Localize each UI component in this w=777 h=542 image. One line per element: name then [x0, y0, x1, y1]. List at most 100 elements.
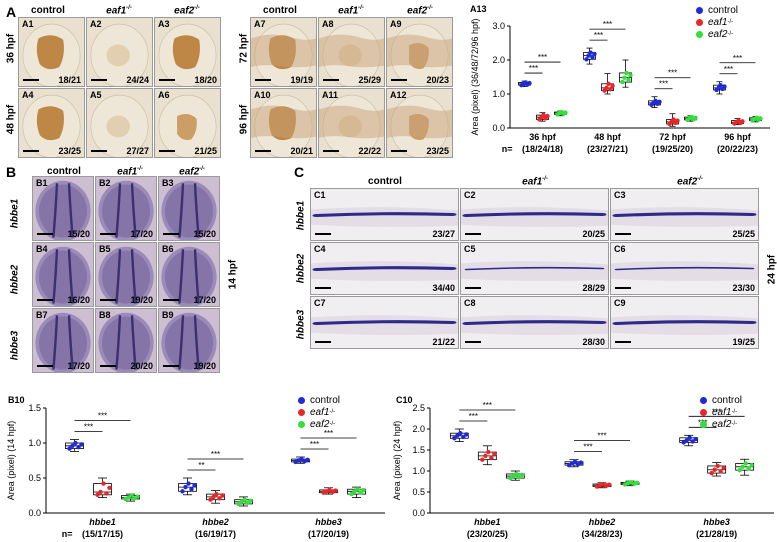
category-label: hbbe1	[89, 517, 116, 527]
tile-count-label: 25/25	[732, 229, 755, 239]
micrograph-tile: B2 17/20	[95, 176, 157, 241]
data-point-control	[180, 489, 185, 494]
legend-item-eaf1: eaf1 -/-	[298, 406, 340, 418]
scale-bar	[255, 79, 271, 81]
legend-item-control: control	[696, 4, 738, 16]
y-tick-label: 0.5	[28, 473, 41, 483]
significance-label: ***	[724, 65, 733, 74]
data-point-eaf1	[217, 496, 222, 501]
legend-item-eaf2: eaf2 -/-	[298, 418, 340, 430]
embryo-image	[387, 89, 452, 157]
data-point-eaf1	[333, 488, 338, 493]
data-point-control	[722, 84, 727, 89]
chart-c10: 0.0 0.5 1.0 1.5 2.0 2.5 Area (pixel) (24 hpf) *…	[392, 395, 774, 539]
scale-bar	[615, 287, 631, 289]
legend-item-eaf1: eaf1 -/-	[696, 16, 738, 28]
chart-a13: 0.0 1.0 2.0 3.0 Area (pixel) (36/48/72/96 hp…	[470, 4, 770, 154]
panel-b-stage: 14 hpf	[227, 259, 239, 290]
tile-count-label: 17/20	[130, 229, 153, 239]
panel-b-col-eaf2: eaf2-/-	[179, 166, 205, 178]
tile-id-label: C3	[614, 190, 626, 200]
scale-bar	[391, 150, 407, 152]
scale-bar	[100, 233, 116, 235]
data-point-eaf2	[749, 462, 754, 468]
data-point-eaf1	[608, 87, 613, 92]
legend-a13: control eaf1 -/- eaf2 -/-	[696, 4, 738, 40]
micrograph-tile: C5 28/29	[460, 242, 609, 295]
legend-dot-eaf2	[696, 30, 703, 38]
data-point-eaf2	[361, 488, 366, 493]
micrograph-tile: B3 15/20	[158, 176, 220, 241]
data-point-eaf1	[98, 489, 103, 495]
scale-bar	[315, 341, 331, 343]
panel-a-col-eaf2-2: eaf2-/-	[407, 5, 433, 17]
tile-id-label: A12	[390, 90, 407, 100]
data-point-control	[693, 436, 698, 442]
data-point-eaf2	[358, 490, 363, 495]
n-label: (15/17/15)	[82, 529, 123, 539]
scale-bar	[465, 341, 481, 343]
tile-count-label: 18/20	[194, 75, 217, 85]
scale-bar	[91, 79, 107, 81]
micrograph-tile: A9 20/23	[386, 17, 453, 87]
y-tick-label: 0.0	[492, 123, 505, 133]
micrograph-tile: A11 22/22	[318, 88, 385, 158]
data-point-eaf1	[606, 482, 612, 487]
tile-count-label: 27/27	[126, 146, 149, 156]
scale-bar	[315, 287, 331, 289]
embryo-image	[251, 18, 316, 86]
embryo-image	[319, 89, 384, 157]
tile-id-label: C7	[314, 298, 326, 308]
panel-a-col-control-2: control	[263, 5, 297, 16]
y-tick-label: 0.0	[412, 508, 425, 518]
micrograph-tile: A1 18/21	[18, 17, 85, 87]
micrograph-tile: A7 19/19	[250, 17, 317, 87]
data-point-control	[455, 433, 460, 438]
significance-label: ***	[597, 432, 606, 441]
micrograph-tile: A10 20/21	[250, 88, 317, 158]
significance-label: ***	[324, 429, 333, 438]
data-point-control	[189, 487, 194, 492]
scale-bar	[100, 299, 116, 301]
scale-bar	[615, 341, 631, 343]
tile-id-label: A8	[322, 19, 334, 29]
tile-id-label: A7	[254, 19, 266, 29]
tile-id-label: C2	[464, 190, 476, 200]
embryo-image	[96, 309, 156, 372]
tile-count-label: 19/20	[130, 295, 153, 305]
data-point-eaf1	[489, 455, 494, 460]
data-point-eaf1	[480, 457, 485, 462]
significance-label: ***	[211, 450, 220, 459]
panel-b-col-control: control	[47, 166, 81, 177]
data-point-eaf2	[624, 70, 629, 76]
panel-b-col-eaf1: eaf1-/-	[117, 166, 143, 178]
micrograph-tile: C4 34/40	[310, 242, 459, 295]
significance-label: ***	[733, 54, 742, 63]
tile-id-label: A3	[158, 19, 170, 29]
scale-bar	[163, 299, 179, 301]
tile-id-label: A6	[158, 90, 170, 100]
data-point-control	[578, 460, 584, 465]
tile-count-label: 15/20	[193, 229, 216, 239]
data-point-eaf1	[606, 81, 611, 87]
tile-id-label: B5	[99, 244, 111, 254]
micrograph-tile: B1 15/20	[32, 176, 94, 241]
data-point-control	[592, 51, 597, 57]
micrograph-tile: C9 19/25	[610, 296, 759, 349]
panel-b-row-hbbe3: hbbe3	[9, 330, 21, 361]
data-point-control	[67, 446, 72, 451]
data-point-eaf2	[737, 467, 742, 473]
y-tick-label: 1.0	[28, 438, 41, 448]
legend-item-eaf2: eaf2 -/-	[700, 418, 742, 430]
data-point-eaf1	[211, 494, 216, 500]
scale-bar	[323, 79, 339, 81]
tile-count-label: 19/25	[732, 337, 755, 347]
tile-id-label: B8	[99, 310, 111, 320]
data-point-eaf2	[622, 75, 627, 80]
embryo-image	[19, 89, 84, 157]
data-point-eaf1	[610, 83, 615, 89]
data-point-control	[657, 99, 662, 105]
embryo-image	[159, 177, 219, 240]
panel-c-row-hbbe2: hbbe2	[295, 253, 307, 284]
scale-bar	[37, 365, 53, 367]
